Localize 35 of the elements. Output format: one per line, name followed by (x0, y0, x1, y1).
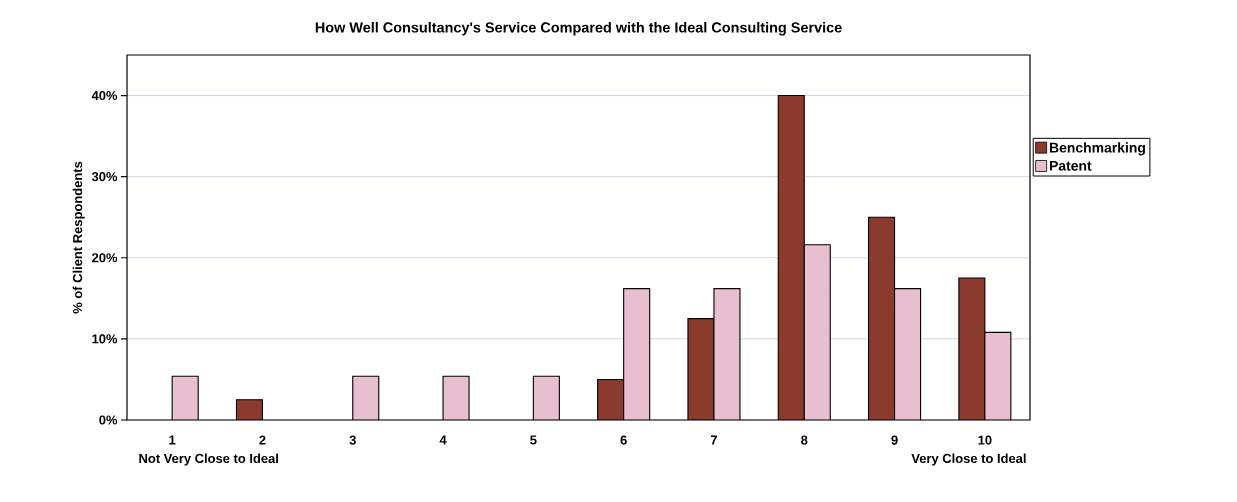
bar (868, 216, 896, 420)
y-tick-label: 40% (91, 90, 118, 101)
bar (984, 331, 1012, 420)
bar (958, 277, 986, 420)
y-tick-label: 20% (92, 253, 118, 263)
legend-label: Patent (1049, 160, 1092, 171)
legend-label: Benchmarking (1049, 142, 1145, 156)
x-tick-label: 4 (439, 435, 447, 445)
y-axis-title: % of Client Respondents (72, 161, 85, 314)
x-tick-label: 3 (349, 435, 356, 445)
bar (171, 375, 199, 420)
x-tick-label: 10 (978, 435, 992, 445)
bar (777, 94, 805, 420)
x-tick-label: 8 (801, 435, 808, 445)
chart-title: How Well Consultancy's Service Compared with the Ideal Consulting Service (315, 21, 842, 36)
x-tick-label: 7 (710, 435, 717, 445)
text: Very Close to Ideal (911, 453, 1026, 466)
x-tick-label: 5 (530, 435, 537, 445)
y-tick-label: 30% (91, 172, 118, 182)
bar (597, 378, 625, 420)
bar (235, 399, 264, 420)
x-tick-label: 6 (620, 435, 627, 445)
bar (894, 288, 922, 420)
x-tick-label: 2 (259, 435, 266, 445)
bar (803, 244, 831, 420)
bar (713, 288, 741, 420)
bar (623, 288, 651, 420)
bar (687, 318, 715, 420)
y-tick-label: 0% (99, 415, 118, 425)
x-tick-label: 9 (891, 435, 898, 445)
y-tick-label: 10% (92, 334, 118, 344)
bar (352, 375, 380, 420)
bar (532, 375, 560, 420)
text: Not Very Close to Ideal (139, 453, 278, 466)
x-tick-label: 1 (169, 435, 176, 445)
